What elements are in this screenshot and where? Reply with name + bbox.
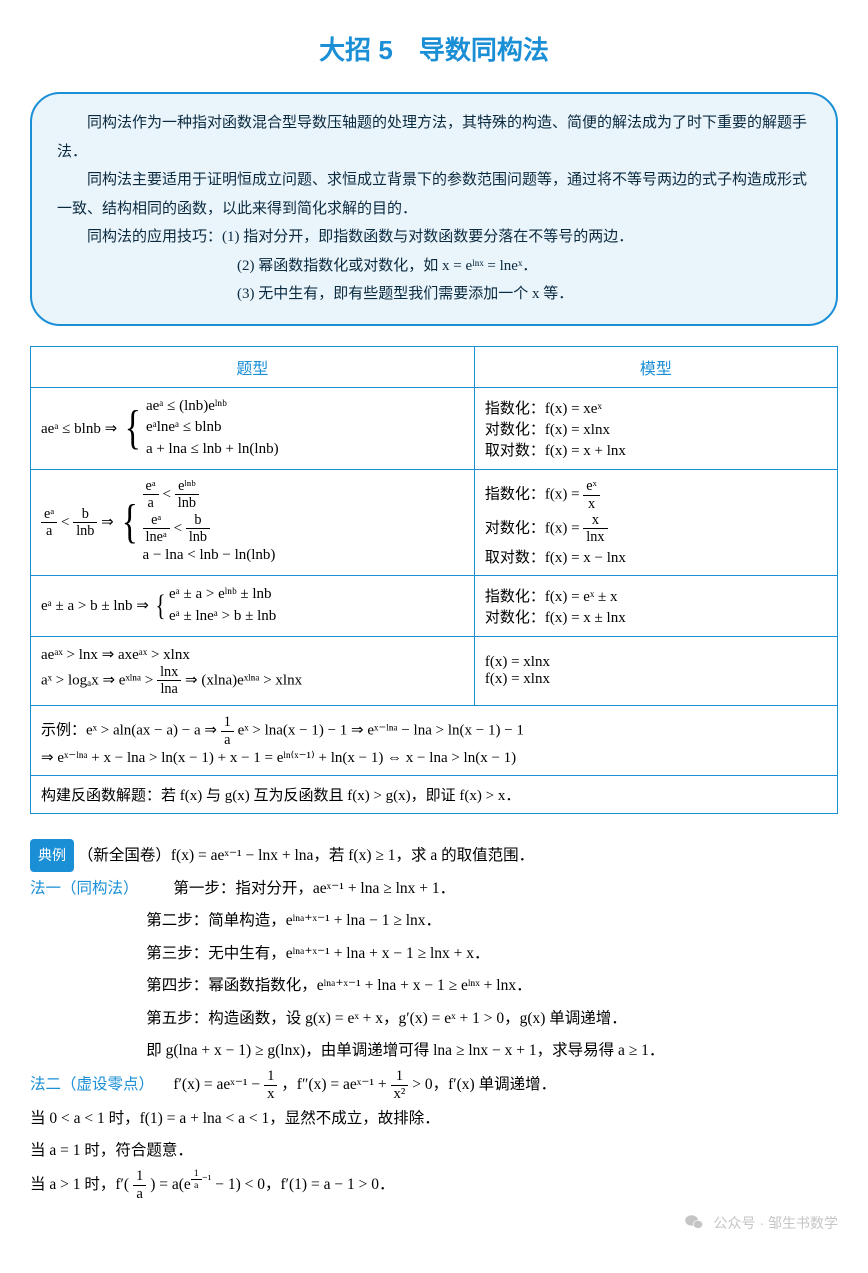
brace-block: { aeᵃ ≤ (lnb)eˡⁿᵇ eᵃlneᵃ ≤ blnb a + lna … xyxy=(121,396,279,461)
intro-p2: 同构法主要适用于证明恒成立问题、求恒成立背景下的参数范围问题等，通过将不等号两边… xyxy=(57,166,811,223)
wechat-icon xyxy=(684,1214,704,1233)
r2-ll2rd: lnb xyxy=(186,529,210,545)
row1-r1: 指数化：f(x) = xeˣ xyxy=(485,397,827,418)
r2-ll1d: a xyxy=(143,495,159,511)
r2-frac-n2: b xyxy=(73,506,97,523)
r2-r1-label: 指数化：f(x) = xyxy=(485,486,583,502)
r4-l2fn: lnx xyxy=(157,664,181,681)
r3-r2: 对数化：f(x) = x ± lnx xyxy=(485,606,827,627)
m1-s3: 第三步：无中生有，eˡⁿᵃ⁺ˣ⁻¹ + lna + x − 1 ≥ lnx + … xyxy=(30,938,838,971)
r2-r1-d: x xyxy=(583,496,599,512)
table-row: aeᵃ ≤ blnb ⇒ { aeᵃ ≤ (lnb)eˡⁿᵇ eᵃlneᵃ ≤ … xyxy=(31,387,838,469)
r2-frac-d2: lnb xyxy=(73,523,97,539)
r4-l2fd: lna xyxy=(157,681,181,697)
r2-ll2rn: b xyxy=(186,512,210,529)
m2-l1-f1n: 1 xyxy=(264,1068,277,1086)
table-header-right: 模型 xyxy=(474,346,837,387)
r3-l2: eᵃ ± lneᵃ > b ± lnb xyxy=(169,606,276,628)
table-row: aeᵃˣ > lnx ⇒ axeᵃˣ > xlnx aˣ > logₐx ⇒ e… xyxy=(31,636,838,706)
r2-ll1rn: eˡⁿᵇ xyxy=(175,478,199,495)
m1-s4: 第四步：幂函数指数化，eˡⁿᵃ⁺ˣ⁻¹ + lna + x − 1 ≥ eˡⁿˣ… xyxy=(30,970,838,1003)
r2-r2-n: x xyxy=(583,512,607,529)
m2-l4-f1n: 1 xyxy=(133,1168,146,1186)
row1-l3: a + lna ≤ lnb + ln(lnb) xyxy=(146,439,279,461)
r2-frac-n1: eᵃ xyxy=(41,506,57,523)
m2-l4b: ) = a(e xyxy=(150,1176,191,1193)
intro-box: 同构法作为一种指对函数混合型导数压轴题的处理方法，其特殊的构造、简便的解法成为了… xyxy=(30,92,838,326)
row1-r3: 取对数：f(x) = x + lnx xyxy=(485,439,827,460)
method-table: 题型 模型 aeᵃ ≤ blnb ⇒ { aeᵃ ≤ (lnb)eˡⁿᵇ eᵃl… xyxy=(30,346,838,815)
r2-ll3: a − lna < lnb − ln(lnb) xyxy=(143,545,276,567)
ex-a: 示例：eˣ > aln(ax − a) − a ⇒ xyxy=(41,723,221,739)
table-row: 构建反函数解题：若 f(x) 与 g(x) 互为反函数且 f(x) > g(x)… xyxy=(31,776,838,814)
m1-s5: 第五步：构造函数，设 g(x) = eˣ + x，g′(x) = eˣ + 1 … xyxy=(30,1003,838,1036)
brace-block: { eᵃa < eˡⁿᵇlnb eᵃlneᵃ < blnb a − lna xyxy=(118,478,276,567)
r2-r1-n: eˣ xyxy=(583,478,599,495)
r3-r1: 指数化：f(x) = eˣ ± x xyxy=(485,585,827,606)
intro-p1: 同构法作为一种指对函数混合型导数压轴题的处理方法，其特殊的构造、简便的解法成为了… xyxy=(57,109,811,166)
r2-frac-d1: a xyxy=(41,523,57,539)
footer-watermark: 公众号 · 邹生书数学 xyxy=(30,1213,838,1234)
intro-p3a: 同构法的应用技巧：(1) 指对分开，即指数函数与对数函数要分落在不等号的两边． xyxy=(57,223,811,252)
r4-l1: aeᵃˣ > lnx ⇒ axeᵃˣ > xlnx xyxy=(41,645,464,664)
r2-ll2d: lneᵃ xyxy=(143,529,170,545)
m2-l4c: − 1) < 0，f′(1) = a − 1 > 0． xyxy=(215,1176,394,1193)
r2-arrow: ⇒ xyxy=(101,514,114,530)
r2-r2-d: lnx xyxy=(583,529,607,545)
m2-l4-f1d: a xyxy=(133,1186,146,1203)
ex-b: eˣ > lna(x − 1) − 1 ⇒ eˣ⁻ˡⁿᵃ − lna > ln(… xyxy=(238,723,524,739)
m2-l1c: > 0，f′(x) 单调递增． xyxy=(412,1076,556,1093)
m1-s1: 第一步：指对分开，aeˣ⁻¹ + lna ≥ lnx + 1． xyxy=(173,880,455,897)
m2-l2: 当 0 < a < 1 时，f(1) = a + lna < a < 1，显然不… xyxy=(30,1103,838,1136)
r2-ll2c: < xyxy=(174,520,186,536)
r3-l1: eᵃ ± a > eˡⁿᵇ ± lnb xyxy=(169,584,276,606)
intro-p3b: (2) 幂函数指数化或对数化，如 x = eˡⁿˣ = lneˣ． xyxy=(57,252,811,281)
m2-l1b: ，f″(x) = aeˣ⁻¹ + xyxy=(281,1076,390,1093)
m2-l1-f1d: x xyxy=(264,1086,277,1103)
brace-block: { eᵃ ± a > eˡⁿᵇ ± lnb eᵃ ± lneᵃ > b ± ln… xyxy=(153,584,277,628)
m2-l4a: 当 a > 1 时，f′( xyxy=(30,1176,129,1193)
table-header-left: 题型 xyxy=(31,346,475,387)
row1-l1: aeᵃ ≤ (lnb)eˡⁿᵇ xyxy=(146,396,279,418)
method1-label: 法一（同构法） xyxy=(30,873,170,906)
r4-r2: f(x) = xlnx xyxy=(485,671,827,688)
ex-fn: 1 xyxy=(221,714,234,731)
table-row: 示例：eˣ > aln(ax − a) − a ⇒ 1a eˣ > lna(x … xyxy=(31,706,838,776)
ex-2: ⇒ eˣ⁻ˡⁿᵃ + x − lna > ln(x − 1) + x − 1 =… xyxy=(41,748,827,767)
r2-ll1rd: lnb xyxy=(175,495,199,511)
table-row: eᵃa < blnb ⇒ { eᵃa < eˡⁿᵇlnb e xyxy=(31,469,838,575)
m1-s2: 第二步：简单构造，eˡⁿᵃ⁺ˣ⁻¹ + lna − 1 ≥ lnx． xyxy=(30,905,838,938)
r2-ll1n: eᵃ xyxy=(143,478,159,495)
m2-l4-expn: 1 xyxy=(191,1168,202,1180)
m2-l3: 当 a = 1 时，符合题意． xyxy=(30,1135,838,1168)
table-row: eᵃ ± a > b ± lnb ⇒ { eᵃ ± a > eˡⁿᵇ ± lnb… xyxy=(31,576,838,637)
r2-ll1c: < xyxy=(163,486,175,502)
m1-s6: 即 g(lna + x − 1) ≥ g(lnx)，由单调递增可得 lna ≥ … xyxy=(30,1035,838,1068)
m2-l1-f2d: x² xyxy=(391,1086,409,1103)
r2-cmp1: < xyxy=(61,514,73,530)
example-body: 典例 （新全国卷）f(x) = aeˣ⁻¹ − lnx + lna，若 f(x)… xyxy=(30,839,838,1203)
row1-l2: eᵃlneᵃ ≤ blnb xyxy=(146,417,279,439)
r2-ll2n: eᵃ xyxy=(143,512,170,529)
m2-l4-expp: ⁻¹ xyxy=(202,1173,212,1186)
r2-r3: 取对数：f(x) = x − lnx xyxy=(485,546,827,567)
row1-lead: aeᵃ ≤ blnb ⇒ xyxy=(41,419,117,438)
ex-fd: a xyxy=(221,732,234,748)
inverse-row: 构建反函数解题：若 f(x) 与 g(x) 互为反函数且 f(x) > g(x)… xyxy=(31,776,838,814)
r2-r2-label: 对数化：f(x) = xyxy=(485,520,583,536)
m2-l1-f2n: 1 xyxy=(391,1068,409,1086)
example-tag: 典例 xyxy=(30,839,74,872)
example-problem: （新全国卷）f(x) = aeˣ⁻¹ − lnx + lna，若 f(x) ≥ … xyxy=(78,847,534,864)
r3-lead: eᵃ ± a > b ± lnb ⇒ xyxy=(41,596,149,615)
page-title: 大招 5 导数同构法 xyxy=(30,30,838,67)
r4-l2b: ⇒ (xlna)eˣˡⁿᵃ > xlnx xyxy=(185,672,302,688)
m2-l1a: f′(x) = aeˣ⁻¹ − xyxy=(173,1076,264,1093)
intro-p3c: (3) 无中生有，即有些题型我们需要添加一个 x 等． xyxy=(57,280,811,309)
m2-l4-expd: a xyxy=(191,1180,202,1191)
r4-r1: f(x) = xlnx xyxy=(485,654,827,671)
r4-l2a: aˣ > logₐx ⇒ eˣˡⁿᵃ > xyxy=(41,672,157,688)
method2-label: 法二（虚设零点） xyxy=(30,1069,170,1102)
row1-r2: 对数化：f(x) = xlnx xyxy=(485,418,827,439)
footer-text: 公众号 · 邹生书数学 xyxy=(714,1215,838,1231)
